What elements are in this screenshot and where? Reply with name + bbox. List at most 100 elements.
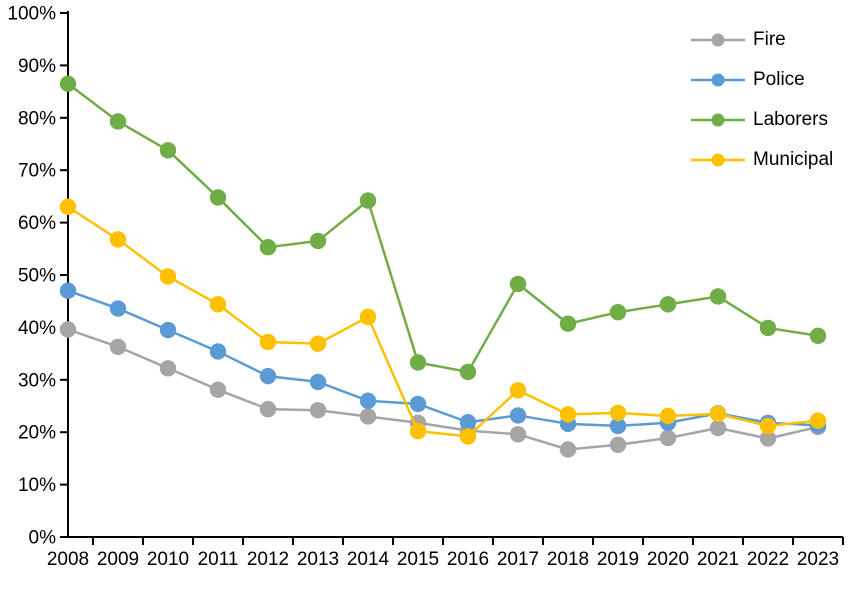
data-point xyxy=(609,404,627,422)
data-point xyxy=(709,419,727,437)
data-point xyxy=(109,338,127,355)
data-point xyxy=(709,405,727,423)
x-tick-label: 2020 xyxy=(647,549,689,570)
legend-item-fire: Fire xyxy=(690,20,833,60)
x-tick-label: 2016 xyxy=(447,549,489,570)
data-point xyxy=(359,192,377,209)
y-tick-label: 40% xyxy=(18,318,56,339)
x-tick-label: 2021 xyxy=(697,549,739,570)
legend: Fire Police Laborers Municipal xyxy=(690,20,833,180)
data-point xyxy=(209,343,227,360)
data-point xyxy=(259,367,277,385)
laborers-line-marker-icon xyxy=(691,113,745,127)
series-line xyxy=(67,289,819,428)
y-tick-label: 0% xyxy=(29,528,57,549)
data-point xyxy=(59,321,77,338)
y-tick-label: 90% xyxy=(18,56,56,77)
data-point xyxy=(309,335,327,352)
data-point xyxy=(59,282,77,299)
y-tick-label: 70% xyxy=(18,161,56,182)
data-point xyxy=(209,189,227,206)
data-point xyxy=(259,239,277,256)
data-point xyxy=(759,417,777,435)
data-point xyxy=(809,327,827,344)
x-tick-label: 2012 xyxy=(247,549,289,570)
data-point xyxy=(809,412,827,429)
x-tick-label: 2018 xyxy=(547,549,589,570)
data-point xyxy=(659,407,677,425)
data-point xyxy=(459,428,477,445)
data-point xyxy=(209,381,227,398)
x-tick-label: 2008 xyxy=(47,549,89,570)
police-line-marker-icon xyxy=(691,73,745,87)
data-point xyxy=(659,429,677,447)
y-tick-label: 10% xyxy=(18,475,56,496)
x-tick-label: 2017 xyxy=(497,549,539,570)
series-line xyxy=(67,205,819,438)
legend-item-laborers: Laborers xyxy=(690,100,833,140)
legend-label-laborers: Laborers xyxy=(753,109,828,130)
legend-label-fire: Fire xyxy=(753,29,786,50)
data-point xyxy=(409,395,427,413)
data-point xyxy=(459,363,477,381)
data-point xyxy=(559,315,577,332)
legend-label-police: Police xyxy=(753,69,805,90)
data-point xyxy=(359,308,377,326)
y-tick-label: 50% xyxy=(18,266,56,287)
series-municipal xyxy=(59,198,827,445)
data-point xyxy=(59,198,77,216)
data-point xyxy=(309,401,327,419)
data-point xyxy=(609,417,627,435)
data-point xyxy=(159,142,177,159)
legend-item-municipal: Municipal xyxy=(690,140,833,180)
y-tick-label: 20% xyxy=(18,423,56,444)
data-point xyxy=(609,304,627,321)
data-point xyxy=(509,426,527,443)
data-point xyxy=(309,232,327,250)
y-tick-label: 100% xyxy=(7,4,56,25)
x-tick-label: 2009 xyxy=(97,549,139,570)
data-point xyxy=(509,275,527,293)
y-tick-label: 30% xyxy=(18,370,56,391)
data-point xyxy=(709,288,727,305)
data-point xyxy=(609,436,627,453)
legend-label-municipal: Municipal xyxy=(753,149,834,170)
data-point xyxy=(359,392,377,409)
data-point xyxy=(59,75,77,92)
data-point xyxy=(409,354,427,371)
data-point xyxy=(459,414,477,431)
data-point xyxy=(659,296,677,313)
data-point xyxy=(259,400,277,418)
x-tick-label: 2011 xyxy=(198,549,239,570)
data-point xyxy=(559,441,577,458)
fire-line-marker-icon xyxy=(691,33,745,47)
data-point xyxy=(159,268,177,285)
x-tick-label: 2010 xyxy=(147,549,189,570)
x-tick-label: 2023 xyxy=(797,549,839,570)
data-point xyxy=(109,300,127,317)
data-point xyxy=(259,333,277,351)
data-point xyxy=(109,231,127,248)
data-point xyxy=(159,360,177,377)
data-point xyxy=(359,408,377,425)
data-point xyxy=(559,406,577,423)
data-point xyxy=(159,321,177,339)
x-tick-label: 2014 xyxy=(347,549,390,570)
x-tick-label: 2015 xyxy=(397,549,439,570)
data-point xyxy=(109,113,127,130)
series-fire xyxy=(59,321,827,458)
series-line xyxy=(67,328,819,451)
data-point xyxy=(209,296,227,313)
series-line xyxy=(67,82,819,374)
x-tick-label: 2022 xyxy=(747,549,789,570)
x-tick-label: 2013 xyxy=(297,549,339,570)
y-tick-label: 60% xyxy=(18,213,56,234)
data-point xyxy=(509,407,527,424)
data-point xyxy=(759,319,777,337)
municipal-line-marker-icon xyxy=(691,153,745,167)
data-point xyxy=(309,373,327,391)
data-point xyxy=(759,430,777,447)
x-tick-label: 2019 xyxy=(597,549,639,570)
